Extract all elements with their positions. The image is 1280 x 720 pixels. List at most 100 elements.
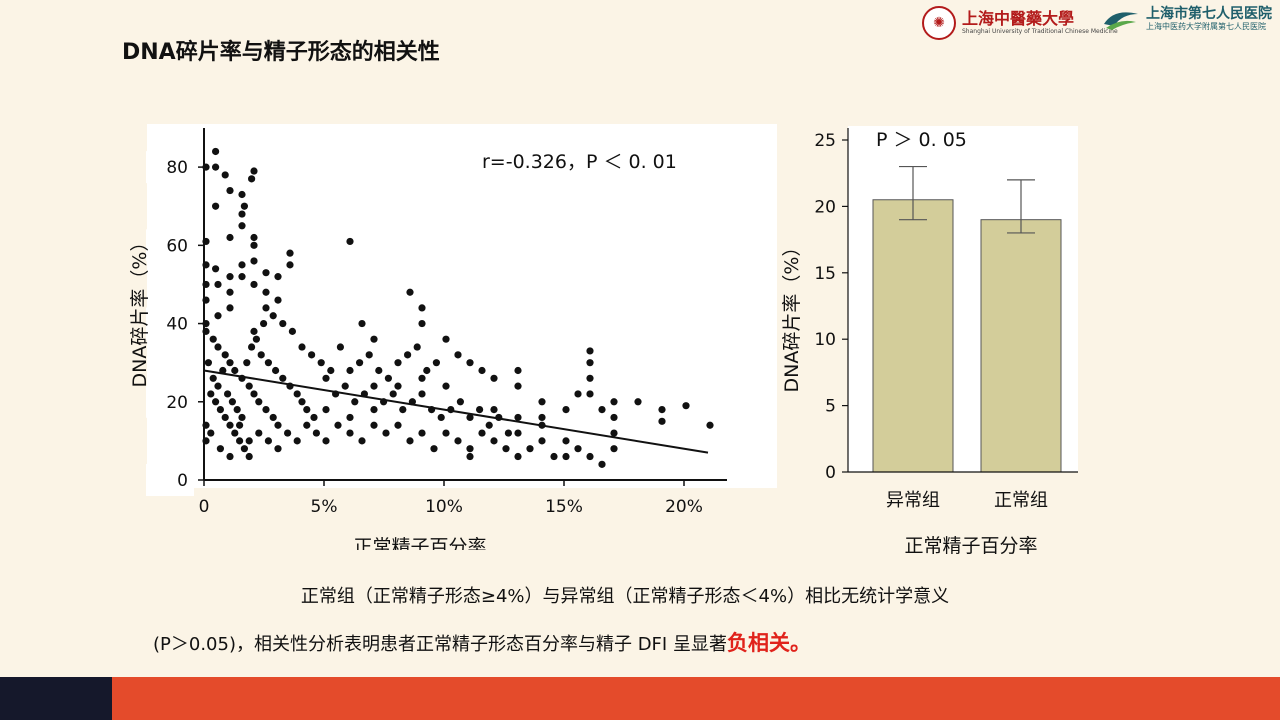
- scatter-point: [245, 452, 253, 461]
- bar-1: [872, 199, 954, 473]
- scatter-point: [399, 406, 407, 414]
- scatter-point: [351, 398, 359, 406]
- scatter-point: [394, 382, 402, 390]
- scatter-point: [370, 406, 378, 414]
- scatter-point: [238, 261, 246, 269]
- scatter-point: [334, 421, 342, 429]
- scatter-xlabel: 正常精子百分率: [353, 536, 486, 550]
- scatter-point: [586, 390, 594, 398]
- scatter-point: [538, 413, 546, 422]
- scatter-point: [260, 319, 268, 328]
- scatter-point: [504, 429, 512, 437]
- bar-category-label: 正常组: [994, 490, 1048, 511]
- scatter-point: [586, 452, 594, 461]
- scatter-point: [298, 343, 306, 351]
- scatter-point: [216, 445, 224, 453]
- scatter-point: [514, 366, 522, 375]
- scatter-point: [204, 359, 212, 367]
- scatter-point: [207, 429, 215, 437]
- scatter-point: [562, 452, 570, 461]
- scatter-point: [514, 382, 522, 390]
- scatter-point: [221, 171, 229, 179]
- scatter-point: [526, 445, 534, 453]
- scatter-point: [418, 374, 426, 382]
- scatter-point: [269, 312, 277, 320]
- scatter-point: [250, 241, 258, 249]
- scatter-point: [293, 390, 301, 398]
- scatter-point: [476, 406, 484, 414]
- scatter-point: [221, 351, 229, 359]
- scatter-point: [574, 390, 582, 398]
- scatter-point: [634, 398, 642, 406]
- footer-dark-block: [0, 677, 112, 720]
- scatter-point: [430, 445, 438, 453]
- scatter-x-tick-label: 20%: [665, 497, 703, 517]
- scatter-y-tick-label: 20: [166, 393, 188, 413]
- scatter-point: [272, 366, 280, 375]
- scatter-trendline: [203, 369, 709, 454]
- scatter-point: [317, 359, 325, 367]
- scatter-point: [358, 437, 366, 445]
- scatter-point: [562, 437, 570, 445]
- seal-icon: ✺: [922, 6, 956, 40]
- scatter-point: [610, 413, 618, 422]
- scatter-point: [327, 366, 335, 375]
- scatter-point: [365, 351, 373, 359]
- bar-ticks: 0 5 10 15 20 25: [814, 131, 848, 483]
- bar-annotation: P ＞ 0. 05: [876, 129, 967, 151]
- scatter-point: [274, 273, 282, 281]
- scatter-point: [212, 202, 220, 210]
- scatter-point: [490, 374, 498, 382]
- scatter-point: [214, 280, 222, 289]
- bar-y-tick-label: 5: [825, 397, 836, 417]
- scatter-point: [423, 366, 431, 375]
- scatter-point: [574, 445, 582, 453]
- scatter-y-tick-bg: [146, 151, 194, 184]
- scatter-point: [264, 437, 272, 445]
- scatter-point: [262, 406, 270, 414]
- scatter-point: [454, 437, 462, 445]
- bar-chart: 异常组 正常组 0 5 10 15 20 25 P ＞ 0. 05 正常精子百分率 DNA碎…: [781, 126, 1078, 557]
- scatter-point: [346, 237, 354, 246]
- scatter-point: [298, 398, 306, 406]
- scatter-y-tick-bg: [146, 307, 194, 340]
- scatter-point: [286, 261, 294, 269]
- scatter-point: [346, 429, 354, 437]
- scatter-point: [322, 437, 330, 445]
- scatter-ticks: 0 5% 10% 15% 20% 0 20 40 60 80: [146, 151, 703, 517]
- scatter-point: [209, 335, 217, 343]
- scatter-point: [598, 460, 606, 468]
- scatter-point: [214, 312, 222, 320]
- scatter-point: [288, 327, 296, 335]
- scatter-point: [610, 445, 618, 453]
- scatter-point: [418, 319, 426, 328]
- scatter-point: [226, 186, 234, 195]
- scatter-point: [252, 335, 260, 343]
- scatter-point: [404, 351, 412, 359]
- scatter-point: [466, 413, 474, 422]
- scatter-point: [226, 452, 234, 461]
- scatter-point: [264, 359, 272, 367]
- scatter-point: [250, 167, 258, 175]
- scatter-point: [466, 445, 474, 453]
- scatter-point: [236, 421, 244, 429]
- scatter-point: [550, 452, 558, 461]
- scatter-point: [262, 269, 270, 277]
- scatter-y-tick-label: 60: [166, 236, 188, 256]
- bar-marks: 异常组 正常组: [872, 165, 1062, 511]
- scatter-x-tick-label: 5%: [311, 497, 338, 517]
- scatter-point: [514, 429, 522, 437]
- scatter-point: [250, 280, 258, 289]
- slide-title: DNA碎片率与精子形态的相关性: [122, 40, 440, 65]
- scatter-y-tick-bg: [146, 385, 194, 418]
- scatter-x-tick-label: 15%: [545, 497, 583, 517]
- scatter-point: [437, 413, 445, 422]
- scatter-point: [238, 210, 246, 218]
- scatter-point: [212, 147, 220, 156]
- scatter-point: [394, 421, 402, 429]
- bar-y-tick-label: 20: [814, 197, 836, 217]
- scatter-point: [248, 175, 256, 183]
- scatter-point: [214, 382, 222, 390]
- scatter-point: [224, 390, 232, 398]
- bar-xlabel: 正常精子百分率: [904, 535, 1037, 557]
